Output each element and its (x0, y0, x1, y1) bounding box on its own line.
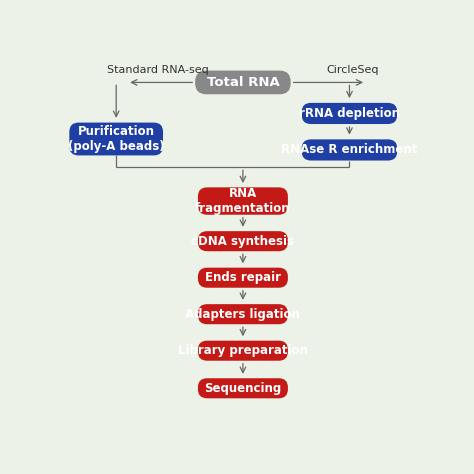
Text: RNAse R enrichment: RNAse R enrichment (281, 144, 418, 156)
FancyBboxPatch shape (301, 103, 397, 124)
Text: RNA
fragmentation: RNA fragmentation (195, 187, 291, 215)
FancyBboxPatch shape (69, 123, 163, 155)
Text: Total RNA: Total RNA (207, 76, 279, 89)
Text: cDNA synthesis: cDNA synthesis (191, 235, 294, 248)
Text: Adapters ligation: Adapters ligation (185, 308, 301, 321)
FancyBboxPatch shape (198, 341, 288, 361)
Text: Standard RNA-seq: Standard RNA-seq (107, 64, 209, 74)
Text: rRNA depletion: rRNA depletion (299, 107, 400, 120)
Text: Ends repair: Ends repair (205, 271, 281, 284)
Text: Purification
(poly-A beads): Purification (poly-A beads) (68, 125, 164, 153)
FancyBboxPatch shape (198, 268, 288, 288)
Text: Sequencing: Sequencing (204, 382, 282, 395)
Text: CircleSeq: CircleSeq (326, 64, 379, 74)
FancyBboxPatch shape (301, 139, 397, 161)
FancyBboxPatch shape (195, 71, 291, 94)
FancyBboxPatch shape (198, 187, 288, 215)
FancyBboxPatch shape (198, 231, 288, 251)
FancyBboxPatch shape (198, 304, 288, 324)
FancyBboxPatch shape (198, 378, 288, 398)
Text: Library preparation: Library preparation (178, 344, 308, 357)
